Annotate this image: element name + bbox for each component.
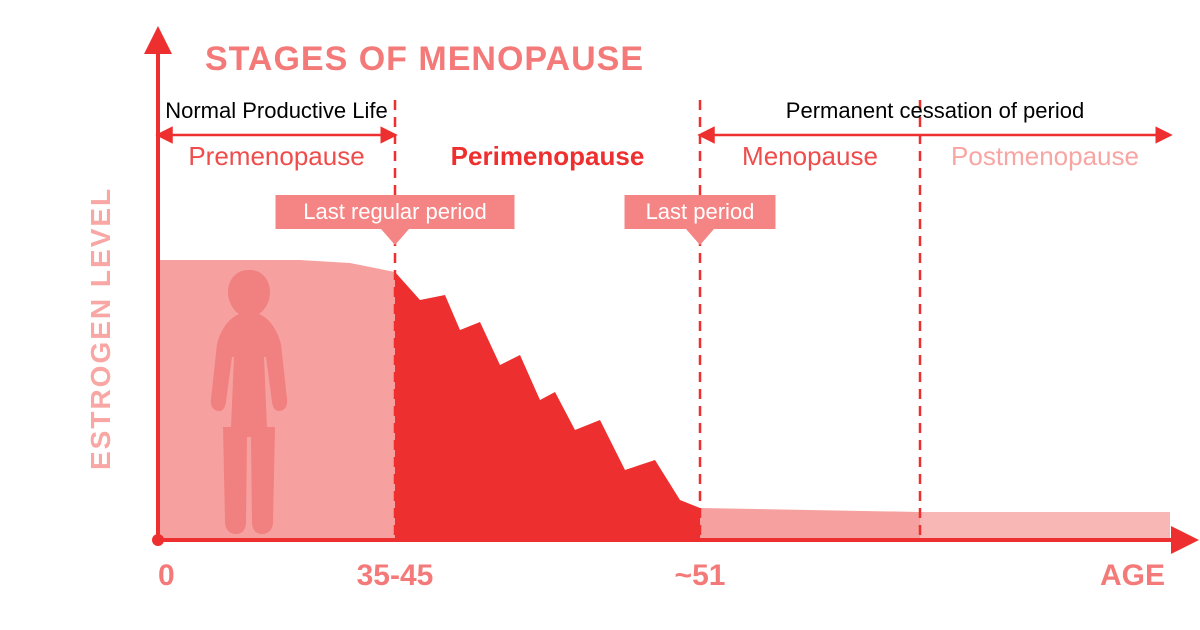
x-tick-label: ~51: [675, 559, 726, 592]
x-tick-label: 35-45: [357, 559, 434, 592]
stage-label-premenopause: Premenopause: [188, 141, 364, 171]
stage-area-postmenopause: [920, 512, 1170, 540]
stage-label-perimenopause: Perimenopause: [451, 141, 645, 171]
callout-label: Last regular period: [303, 199, 486, 224]
range-label: Normal Productive Life: [165, 98, 388, 123]
x-axis-label: AGE: [1100, 559, 1165, 592]
x-tick-label: 0: [158, 559, 175, 592]
stage-label-menopause: Menopause: [742, 141, 878, 171]
callout-label: Last period: [646, 199, 755, 224]
chart-title: STAGES OF MENOPAUSE: [205, 40, 644, 78]
stage-area-menopause: [700, 508, 920, 540]
origin-dot: [152, 534, 164, 546]
y-axis-label: ESTROGEN LEVEL: [85, 187, 116, 470]
range-label: Permanent cessation of period: [786, 98, 1084, 123]
stage-area-perimenopause: [395, 272, 700, 540]
stage-label-postmenopause: Postmenopause: [951, 141, 1139, 171]
